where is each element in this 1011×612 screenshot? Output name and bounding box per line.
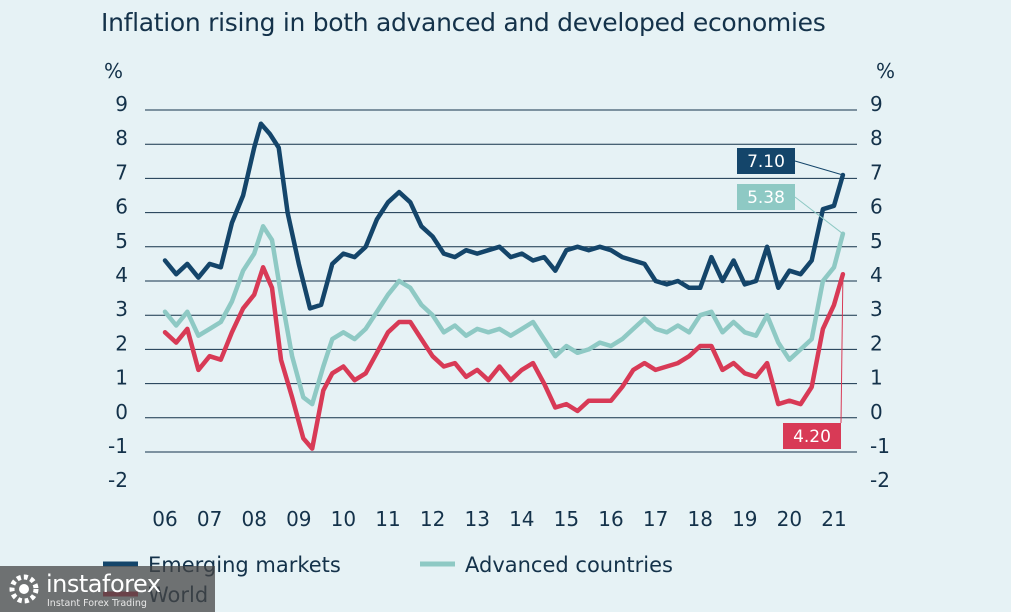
series-lines [162,121,846,451]
x-tick-label: 14 [509,507,534,531]
y-tick-label-right: 6 [870,195,883,219]
x-tick-label: 09 [286,507,311,531]
callout-value: 7.10 [747,152,785,172]
x-tick-label: 17 [643,507,668,531]
y-tick-label-left: 8 [115,126,128,150]
y-tick-label-left: 5 [115,229,128,253]
y-unit-left: % [104,59,123,83]
y-axis-right: 9 8 7 6 5 4 3 2 1 0 -1 -2% [870,59,895,492]
callout-box [737,148,795,174]
y-tick-label-left: 9 [115,92,128,116]
x-tick-label: 19 [732,507,757,531]
y-tick-label-left: 2 [115,331,128,355]
x-tick-label: 20 [777,507,802,531]
y-tick-label-right: -1 [870,434,890,458]
x-tick-label: 08 [241,507,266,531]
end-value-callouts: 7.10 5.38 4.20 [737,148,844,449]
y-tick-label-right: 4 [870,263,883,287]
x-axis: 06 07 08 09 10 11 12 13 14 15 16 17 18 19 20 21 [152,507,846,531]
y-tick-label-left: 1 [115,366,128,390]
watermark: instaforex Instant Forex Trading [0,566,215,612]
x-tick-label: 07 [197,507,222,531]
x-tick-label: 06 [152,507,177,531]
y-tick-label-right: 7 [870,160,883,184]
y-tick-label-left: -2 [108,468,128,492]
x-tick-label: 18 [687,507,712,531]
callout-box [783,423,841,449]
y-tick-label-right: 9 [870,92,883,116]
series-line-world [162,265,846,451]
y-unit-right: % [876,59,895,83]
y-tick-label-right: 1 [870,366,883,390]
x-tick-label: 10 [331,507,356,531]
y-tick-label-right: 8 [870,126,883,150]
legend-label: Advanced countries [465,553,673,577]
y-tick-label-right: 5 [870,229,883,253]
y-tick-label-right: 2 [870,331,883,355]
watermark-tagline: Instant Forex Trading [47,598,147,609]
y-tick-label-left: 7 [115,160,128,184]
watermark-name: instaforex [46,570,161,598]
chart-title: Inflation rising in both advanced and de… [101,8,826,37]
y-tick-label-right: -2 [870,468,890,492]
gridlines [145,109,857,453]
y-tick-label-left: 3 [115,297,128,321]
y-tick-label-left: 0 [115,400,128,424]
callout-value: 4.20 [793,427,831,447]
y-tick-label-left: 6 [115,195,128,219]
callout-value: 5.38 [747,188,785,208]
y-axis-left: 9 8 7 6 5 4 3 2 1 0 -1 -2% [104,59,128,492]
x-tick-label: 13 [464,507,489,531]
x-tick-label: 21 [821,507,846,531]
callout-box [737,184,795,210]
callout-leader [840,274,844,424]
x-tick-label: 15 [554,507,579,531]
y-tick-label-left: 4 [115,263,128,287]
series-line-emerging-markets [162,121,846,311]
x-tick-label: 12 [420,507,445,531]
y-tick-label-left: -1 [108,434,128,458]
x-tick-label: 16 [598,507,623,531]
series-line-advanced-countries [162,224,846,407]
callout-leader [794,160,844,176]
y-tick-label-right: 0 [870,400,883,424]
y-tick-label-right: 3 [870,297,883,321]
x-tick-label: 11 [375,507,400,531]
callout-leader [794,196,844,235]
instaforex-logo-icon [9,574,39,604]
